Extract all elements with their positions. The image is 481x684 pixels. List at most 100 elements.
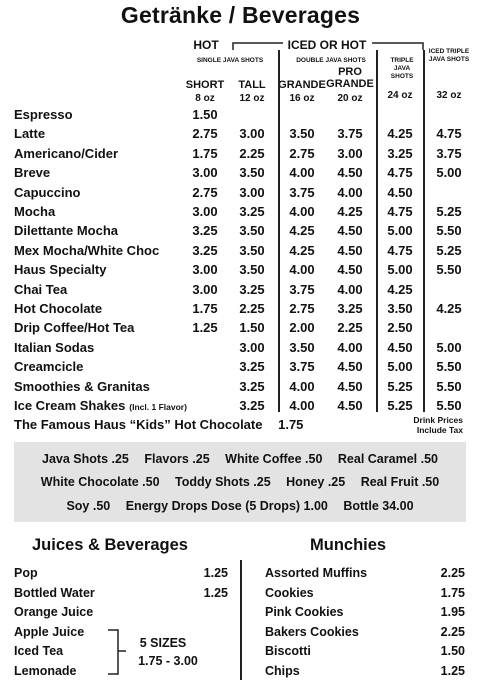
drink-price: 2.25 [337, 320, 363, 336]
drink-name: Americano/Cider [14, 146, 118, 161]
addon-item: Energy Drops Dose (5 Drops) 1.00 [125, 499, 328, 513]
drink-price: 3.25 [239, 281, 265, 297]
drink-name-text: Espresso [14, 107, 73, 122]
drink-price: 3.00 [192, 281, 218, 297]
drink-price: 4.50 [387, 339, 413, 355]
drink-price: 3.50 [289, 126, 315, 142]
drink-price: 4.75 [387, 242, 413, 258]
addons-row: Java Shots .25 Flavors .25 White Coffee … [14, 452, 466, 466]
drink-price: 3.25 [192, 242, 218, 258]
drink-price: 5.00 [436, 165, 462, 181]
drink-price: 5.50 [436, 398, 462, 413]
drink-price: 5.00 [436, 339, 462, 355]
drink-name: Haus Specialty [14, 262, 107, 277]
drink-name: Drip Coffee/Hot Tea [14, 320, 134, 335]
drink-price: 4.25 [387, 126, 413, 142]
drink-price: 1.50 [239, 320, 265, 336]
drink-price: 3.50 [239, 223, 265, 239]
drink-price: 4.00 [337, 339, 363, 355]
iced-or-hot-header: ICED OR HOT [287, 38, 367, 52]
drink-price: 2.25 [239, 145, 265, 161]
drink-name: Capuccino [14, 185, 80, 200]
drink-price: 4.75 [387, 204, 413, 219]
drink-name-text: Drip Coffee/Hot Tea [14, 320, 135, 336]
drink-price: 4.25 [337, 204, 363, 219]
size-oz: 24 oz [387, 90, 413, 101]
drink-name-text: Capuccino [14, 184, 81, 200]
drink-price: 3.00 [192, 262, 218, 278]
drink-name: Ice Cream Shakes (Incl. 1 Flavor) [14, 398, 187, 413]
drink-price: 5.50 [436, 378, 462, 394]
drink-price: 3.00 [337, 145, 363, 161]
drink-price: 4.00 [289, 204, 315, 219]
addons-row: Soy .50 Energy Drops Dose (5 Drops) 1.00… [14, 499, 466, 513]
juice-item: Iced Tea [14, 644, 64, 659]
hot-header: HOT [193, 38, 219, 52]
sizes-label: 5 SIZES [139, 636, 187, 650]
drink-price: 4.50 [337, 378, 363, 394]
size-name: SHORT [185, 79, 225, 91]
tax-note-line: Drink Prices [413, 415, 463, 425]
drink-price: 2.50 [387, 320, 413, 336]
size-name: TALL [238, 79, 266, 91]
munchie-price: 1.25 [440, 664, 465, 678]
drink-price: 2.75 [192, 126, 218, 142]
drink-price: 2.75 [289, 145, 315, 161]
size-oz: 12 oz [239, 93, 265, 104]
drink-price: 3.25 [239, 359, 265, 375]
drink-price: 1.75 [192, 301, 218, 316]
drink-price: 4.00 [289, 165, 315, 181]
drink-name-text: Hot Chocolate [14, 301, 103, 316]
drink-note: (Incl. 1 Flavor) [129, 402, 187, 412]
drink-price: 3.75 [289, 359, 315, 375]
juice-price: 1.25 [203, 585, 228, 600]
drink-name-text: Creamcicle [14, 359, 84, 375]
drink-price: 3.75 [289, 184, 315, 200]
addon-item: Java Shots .25 [42, 452, 129, 466]
tax-note-line: Include Tax [416, 425, 463, 435]
munchies-title: Munchies [310, 536, 387, 554]
drink-name: Creamcicle [14, 359, 83, 374]
size-oz: 16 oz [289, 93, 315, 104]
munchie-price: 1.50 [440, 644, 465, 659]
drink-price: 4.50 [337, 359, 363, 375]
drink-price: 3.50 [289, 339, 315, 355]
drink-price: 3.00 [192, 204, 218, 219]
addon-item: Real Fruit .50 [360, 475, 440, 489]
juice-item: Apple Juice [14, 624, 85, 639]
size-name: GRANDE [278, 79, 326, 91]
drink-price: 4.00 [289, 262, 315, 278]
drink-price: 3.25 [239, 378, 265, 394]
drink-name-text: Breve [14, 165, 51, 181]
drink-name: Italian Sodas [14, 340, 94, 355]
single-java-header: SINGLE JAVA SHOTS [196, 57, 264, 64]
drink-name-text: Italian Sodas [14, 339, 95, 355]
drink-price: 3.75 [289, 281, 315, 297]
drink-name: Breve [14, 165, 50, 180]
drink-price: 3.00 [239, 184, 265, 200]
header-bracket [232, 42, 424, 50]
drink-price: 5.25 [387, 398, 413, 413]
drink-price: 3.25 [239, 204, 265, 219]
famous-label: The Famous Haus “Kids” Hot Chocolate [14, 417, 263, 432]
section-divider [240, 560, 242, 680]
drink-price: 4.75 [436, 126, 462, 142]
drink-price: 5.00 [387, 262, 413, 278]
drink-name: Mocha [14, 204, 55, 219]
drink-price: 3.00 [192, 165, 218, 181]
sizes-range: 1.75 - 3.00 [138, 654, 198, 668]
drink-price: 5.50 [436, 262, 462, 278]
iced-triple-header: ICED TRIPLE JAVA SHOTS [428, 48, 470, 63]
addon-item: Toddy Shots .25 [175, 475, 271, 489]
drink-price: 4.00 [337, 184, 363, 200]
drink-price: 4.50 [337, 223, 363, 239]
addon-item: White Chocolate .50 [40, 475, 160, 489]
drink-price: 3.25 [337, 301, 363, 316]
famous-hot-chocolate: The Famous Haus “Kids” Hot Chocolate 1.7… [14, 417, 303, 432]
munchie-item: Assorted Muffins [265, 566, 368, 580]
drink-price: 4.50 [387, 184, 413, 200]
addon-item: White Coffee .50 [225, 452, 323, 466]
tax-note: Drink Prices Include Tax [413, 415, 463, 435]
drink-price: 4.25 [289, 223, 315, 239]
drink-price: 3.50 [239, 165, 265, 181]
